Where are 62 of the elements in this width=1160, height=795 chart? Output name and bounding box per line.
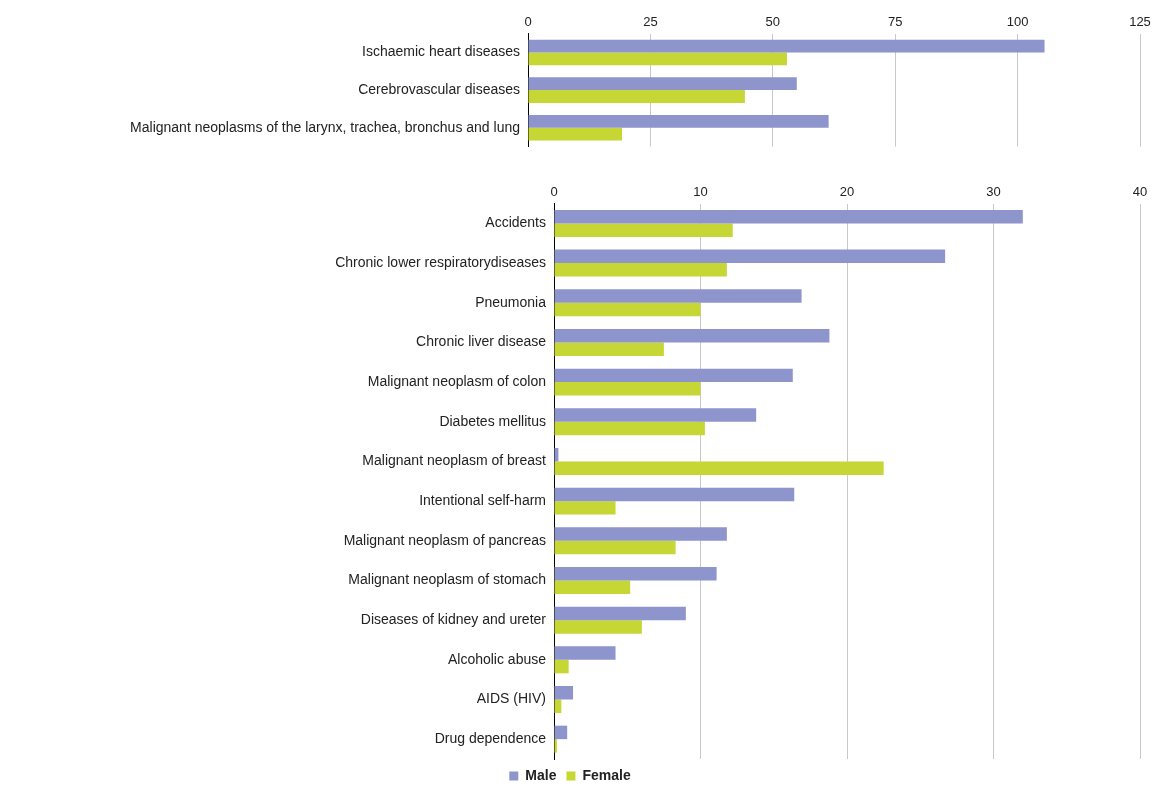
y-tick-label: Malignant neoplasm of pancreas bbox=[343, 531, 546, 548]
bar bbox=[554, 659, 569, 674]
y-tick-label: Accidents bbox=[485, 214, 546, 231]
y-tick-label: Malignant neoplasm of stomach bbox=[348, 571, 546, 588]
y-tick-label: Malignant neoplasms of the larynx, trachea, bronchus and lung bbox=[130, 118, 520, 135]
y-tick-label: Malignant neoplasm of colon bbox=[367, 372, 546, 389]
bar bbox=[554, 686, 574, 700]
bar bbox=[554, 580, 631, 594]
bar bbox=[554, 289, 802, 303]
y-tick-label: Cerebrovascular diseases bbox=[358, 80, 520, 97]
bar bbox=[528, 114, 829, 128]
bar bbox=[554, 263, 727, 277]
bar bbox=[554, 209, 1023, 224]
y-tick-label: Pneumonia bbox=[475, 293, 547, 310]
bar bbox=[554, 540, 676, 555]
y-tick-label: Alcoholic abuse bbox=[447, 650, 547, 667]
x-tick-label: 100 bbox=[1006, 14, 1029, 30]
bar bbox=[554, 461, 884, 475]
legend-label: Female bbox=[582, 766, 631, 783]
legend-label: Male bbox=[525, 766, 557, 783]
y-tick-label: Diabetes mellitus bbox=[439, 412, 546, 429]
bar bbox=[554, 223, 733, 237]
bar bbox=[554, 566, 717, 581]
y-tick-label: Malignant neoplasm of breast bbox=[362, 452, 547, 469]
bar bbox=[528, 90, 745, 103]
bar bbox=[554, 501, 616, 515]
bar bbox=[554, 646, 616, 660]
bar bbox=[554, 368, 793, 383]
bar bbox=[554, 606, 686, 621]
bar bbox=[554, 487, 795, 502]
x-tick-label: 10 bbox=[693, 184, 708, 200]
bar bbox=[528, 127, 622, 141]
x-tick-label: 50 bbox=[765, 14, 781, 30]
bar bbox=[554, 249, 946, 264]
bar bbox=[554, 620, 642, 634]
bar bbox=[528, 39, 1045, 53]
bar bbox=[554, 408, 757, 422]
x-tick-label: 20 bbox=[839, 184, 855, 200]
bar bbox=[554, 421, 705, 436]
y-tick-label: Intentional self-harm bbox=[419, 492, 546, 508]
bar bbox=[554, 382, 701, 396]
x-tick-label: 0 bbox=[524, 14, 532, 30]
x-tick-label: 0 bbox=[550, 184, 558, 200]
x-tick-label: 30 bbox=[986, 184, 1001, 200]
bar bbox=[528, 77, 797, 91]
y-tick-label: Chronic liver disease bbox=[416, 333, 547, 350]
y-tick-label: Drug dependence bbox=[434, 730, 547, 747]
x-tick-label: 25 bbox=[643, 14, 658, 30]
y-tick-label: Ischaemic heart diseases bbox=[362, 43, 520, 60]
bar bbox=[554, 725, 568, 740]
bar bbox=[554, 328, 830, 343]
y-tick-label: AIDS (HIV) bbox=[476, 690, 546, 707]
bar bbox=[554, 527, 727, 541]
x-tick-label: 40 bbox=[1132, 184, 1148, 200]
x-tick-label: 75 bbox=[887, 14, 903, 30]
bar bbox=[554, 342, 664, 356]
bar bbox=[528, 52, 787, 66]
x-tick-label: 125 bbox=[1129, 14, 1151, 30]
y-tick-label: Diseases of kidney and ureter bbox=[360, 611, 547, 628]
bar bbox=[554, 699, 562, 713]
y-tick-label: Chronic lower respiratorydiseases bbox=[335, 253, 546, 270]
bar bbox=[554, 302, 701, 317]
